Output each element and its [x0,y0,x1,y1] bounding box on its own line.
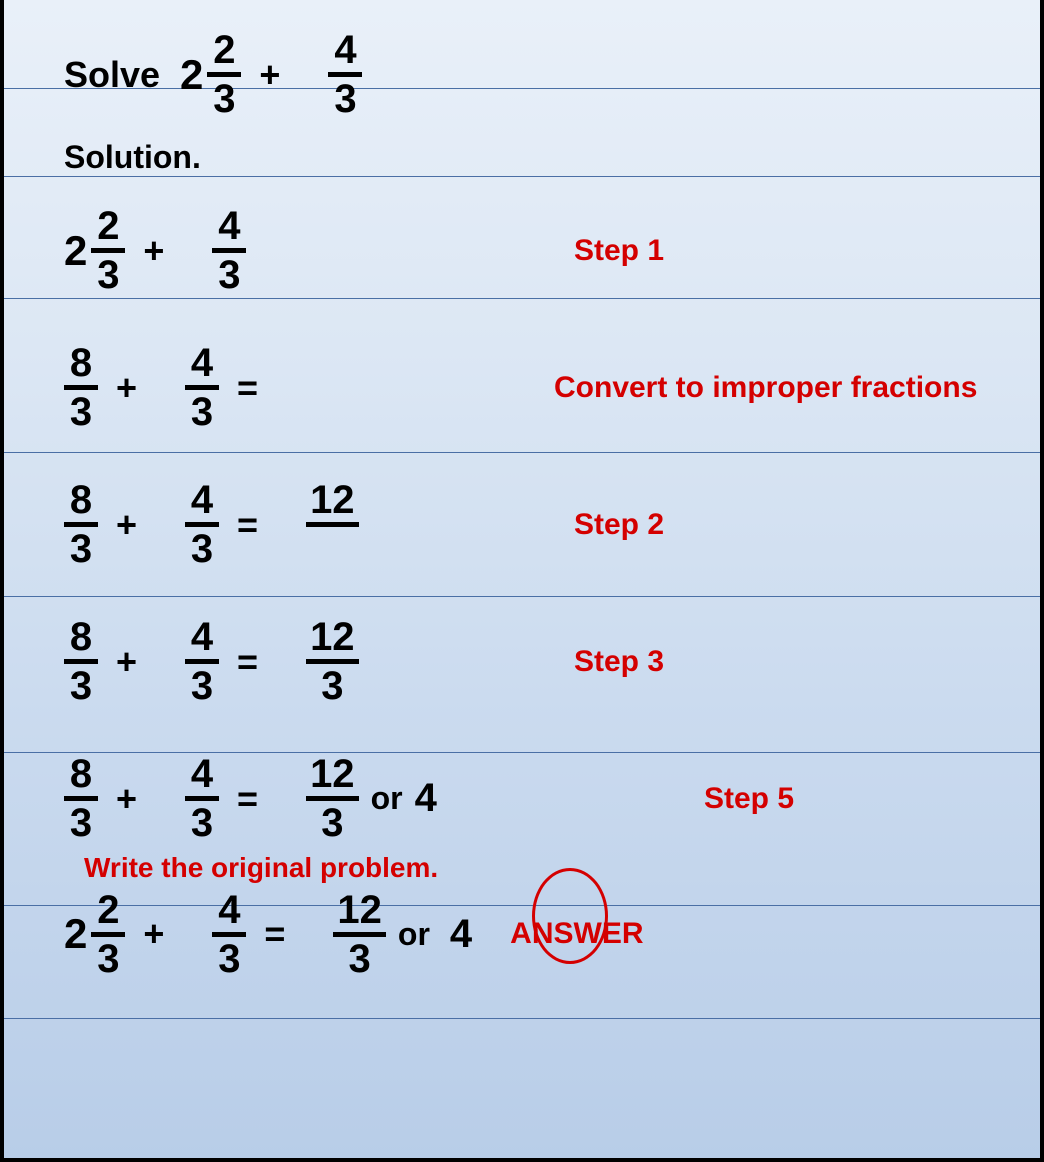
plus-operator: + [116,367,137,409]
denominator: 3 [187,803,217,843]
denominator: 3 [187,529,217,569]
denominator: 3 [214,939,244,979]
step-row-1: 2 2 3 + 4 3 Step 1 [64,206,980,295]
instruction-note: Write the original problem. [84,853,438,884]
denominator: 3 [317,803,347,843]
numerator: 4 [187,343,217,383]
step-row-3: 8 3 + 4 3 = 12 0 Step 2 [64,480,980,569]
denominator: 3 [187,392,217,432]
numerator: 4 [187,617,217,657]
numerator: 4 [187,754,217,794]
result-fraction: 12 3 [306,617,359,706]
equals-operator: = [264,913,285,955]
numerator: 8 [66,343,96,383]
step-row-2: 8 3 + 4 3 = Convert to improper fraction… [64,343,980,432]
plus-operator: + [116,504,137,546]
numerator: 4 [187,480,217,520]
numerator: 12 [306,754,359,794]
denominator: 3 [209,79,239,119]
plus-operator: + [143,913,164,955]
fraction: 4 3 [328,30,362,119]
numerator: 8 [66,754,96,794]
numerator: 4 [214,890,244,930]
whole-answer: 4 [415,776,437,821]
denominator: 3 [66,803,96,843]
denominator: 3 [345,939,375,979]
denominator: 3 [317,666,347,706]
whole-number: 2 [64,910,87,958]
whole-number: 2 [180,51,203,99]
equals-operator: = [237,367,258,409]
numerator: 2 [209,30,239,70]
result-fraction-partial: 12 0 [306,480,359,569]
whole-number: 2 [64,227,87,275]
solution-label: Solution. [64,139,201,176]
plus-operator: + [143,230,164,272]
denominator: 3 [66,666,96,706]
denominator: 3 [66,529,96,569]
equals-operator: = [237,504,258,546]
denominator: 3 [93,939,123,979]
denominator: 3 [330,79,360,119]
plus-operator: + [116,641,137,683]
plus-operator: + [259,54,280,96]
numerator: 12 [333,890,386,930]
numerator: 8 [66,480,96,520]
numerator: 12 [306,617,359,657]
equals-operator: = [237,778,258,820]
or-text: or [398,916,430,953]
final-answer: 4 [442,912,480,957]
step-label: Step 1 [574,234,664,268]
equals-operator: = [237,641,258,683]
problem-header: Solve 2 2 3 + 4 3 [64,30,980,119]
denominator: 3 [187,666,217,706]
numerator: 2 [93,206,123,246]
numerator: 8 [66,617,96,657]
fraction: 2 3 [207,30,241,119]
step-label: Convert to improper fractions [554,371,977,405]
answer-label: ANSWER [510,917,643,951]
denominator: 3 [93,255,123,295]
step-row-4: 8 3 + 4 3 = 12 3 Step 3 [64,617,980,706]
numerator: 2 [93,890,123,930]
denominator: 3 [66,392,96,432]
step-label: Step 3 [574,645,664,679]
numerator: 4 [330,30,360,70]
denominator: 3 [214,255,244,295]
mixed-fraction: 2 2 3 [180,30,241,119]
step-row-5: 8 3 + 4 3 = 12 3 or 4 Step 5 [64,754,980,843]
step-label: Step 5 [704,782,794,816]
or-text: or [371,780,403,817]
numerator: 12 [306,480,359,520]
plus-operator: + [116,778,137,820]
answer-row: 2 2 3 + 4 3 = 12 3 or 4 ANSWER [64,890,980,979]
numerator: 4 [214,206,244,246]
solve-label: Solve [64,54,160,96]
step-label: Step 2 [574,508,664,542]
